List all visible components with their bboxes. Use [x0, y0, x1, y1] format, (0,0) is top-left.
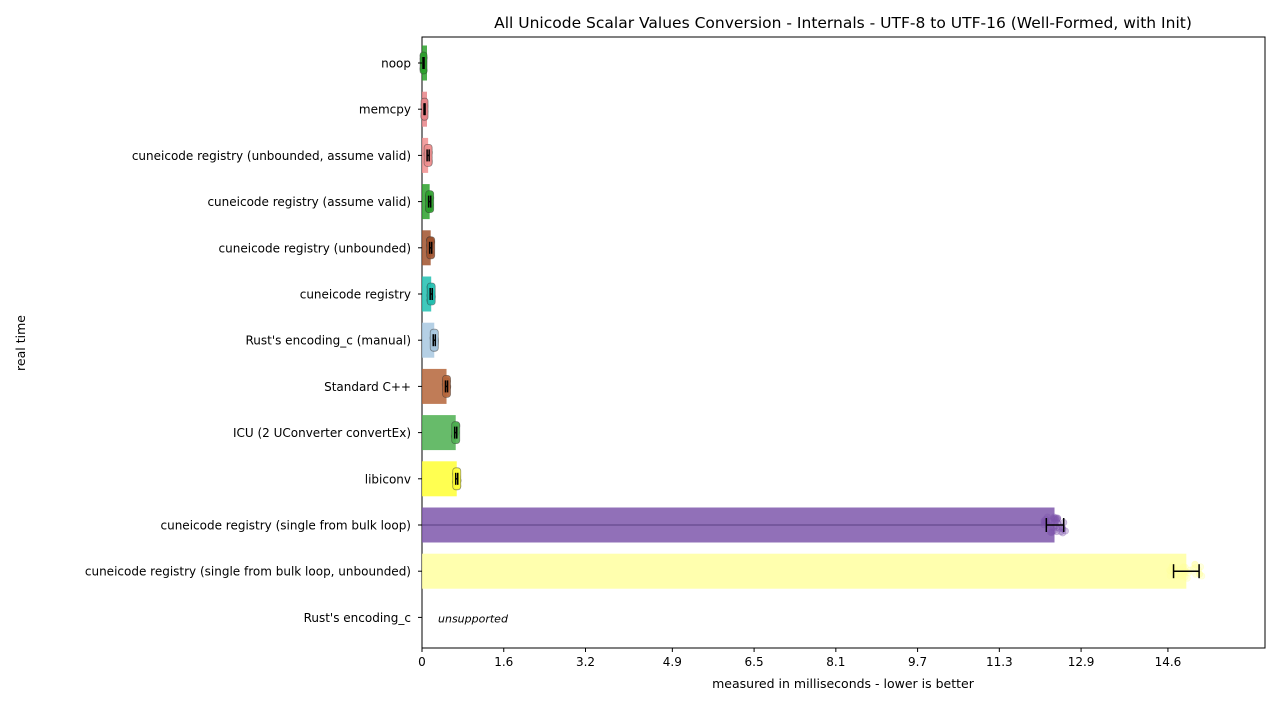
sample-point: [1052, 514, 1060, 522]
sample-point: [1191, 560, 1199, 568]
x-tick-label: 6.5: [745, 655, 764, 669]
sample-point: [1180, 563, 1188, 571]
chart-title: All Unicode Scalar Values Conversion - I…: [494, 14, 1192, 32]
y-tick-label: libiconv: [365, 472, 411, 486]
sample-point: [1054, 515, 1062, 523]
sample-point: [1053, 528, 1061, 536]
sample-point: [1169, 566, 1177, 574]
sample-point: [1051, 514, 1059, 522]
y-tick-label: cuneicode registry (single from bulk loo…: [85, 565, 411, 579]
bar: [422, 276, 432, 312]
x-tick-label: 8.1: [826, 655, 845, 669]
sample-point: [1185, 569, 1193, 577]
y-axis-label: real time: [13, 315, 28, 371]
sample-point: [1048, 528, 1056, 536]
y-tick-label: cuneicode registry (unbounded, assume va…: [132, 149, 411, 163]
y-tick-label: Standard C++: [324, 380, 411, 394]
error-bars-layer: [422, 57, 1200, 579]
sample-point: [1180, 568, 1188, 576]
bar: [422, 461, 457, 497]
y-tick-label: Rust's encoding_c: [304, 611, 411, 625]
sample-point: [1181, 573, 1189, 581]
y-tick-label: memcpy: [359, 103, 411, 117]
sample-point: [1183, 574, 1191, 582]
y-tick-label: ICU (2 UConverter convertEx): [233, 426, 411, 440]
sample-point: [1176, 572, 1184, 580]
x-tick-label: 3.2: [576, 655, 595, 669]
x-tick-label: 1.6: [494, 655, 513, 669]
bar: [422, 415, 456, 451]
sample-point: [1055, 524, 1063, 532]
sample-point: [1178, 572, 1186, 580]
sample-point: [1050, 514, 1058, 522]
x-tick-label: 11.3: [986, 655, 1013, 669]
sample-point: [1054, 514, 1062, 522]
y-tick-label: Rust's encoding_c (manual): [245, 334, 411, 348]
x-axis-label: measured in milliseconds - lower is bett…: [712, 676, 975, 691]
points-layer: [419, 51, 1206, 582]
x-tick-label: 9.7: [908, 655, 927, 669]
y-tick-label: cuneicode registry (assume valid): [207, 195, 411, 209]
sample-point: [1050, 527, 1058, 535]
unsupported-label: unsupported: [438, 612, 509, 625]
sample-point: [1053, 516, 1061, 524]
x-tick-label: 0: [418, 655, 426, 669]
x-axis-ticks: 0 1.6 3.2 4.9 6.5 8.1 9.7 11.3 12.9 14.6: [418, 648, 1181, 669]
sample-point: [1050, 516, 1058, 524]
bar: [422, 553, 1187, 589]
x-tick-label: 12.9: [1068, 655, 1095, 669]
sample-point: [1048, 529, 1056, 537]
y-tick-label: cuneicode registry (single from bulk loo…: [161, 519, 412, 533]
sample-point: [1053, 515, 1061, 523]
y-axis-labels: noop memcpy cuneicode registry (unbounded,…: [85, 57, 422, 625]
y-tick-label: cuneicode registry (unbounded): [219, 241, 411, 255]
sample-point: [1050, 513, 1058, 521]
y-tick-label: noop: [381, 57, 411, 71]
x-tick-label: 14.6: [1155, 655, 1182, 669]
bars-layer: unsupported: [422, 45, 1187, 625]
sample-point: [1181, 563, 1189, 571]
sample-point: [1059, 525, 1067, 533]
y-tick-label: cuneicode registry: [300, 288, 411, 302]
x-tick-label: 4.9: [663, 655, 682, 669]
sample-point: [1046, 528, 1054, 536]
